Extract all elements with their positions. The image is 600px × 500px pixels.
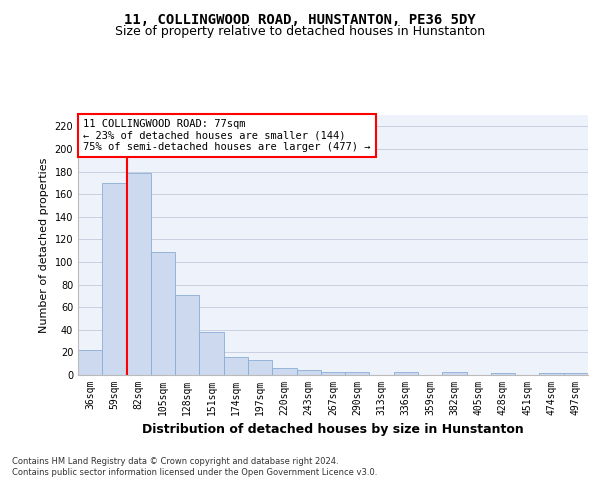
Bar xyxy=(248,360,272,375)
Bar xyxy=(442,372,467,375)
Text: Contains HM Land Registry data © Crown copyright and database right 2024.
Contai: Contains HM Land Registry data © Crown c… xyxy=(12,458,377,477)
Y-axis label: Number of detached properties: Number of detached properties xyxy=(39,158,49,332)
Bar xyxy=(199,332,224,375)
Bar xyxy=(564,372,588,375)
Bar xyxy=(321,372,345,375)
Text: Size of property relative to detached houses in Hunstanton: Size of property relative to detached ho… xyxy=(115,25,485,38)
Bar xyxy=(539,372,564,375)
Text: 11 COLLINGWOOD ROAD: 77sqm
← 23% of detached houses are smaller (144)
75% of sem: 11 COLLINGWOOD ROAD: 77sqm ← 23% of deta… xyxy=(83,119,371,152)
Bar xyxy=(78,350,102,375)
Bar xyxy=(127,172,151,375)
Text: 11, COLLINGWOOD ROAD, HUNSTANTON, PE36 5DY: 11, COLLINGWOOD ROAD, HUNSTANTON, PE36 5… xyxy=(124,12,476,26)
Bar xyxy=(102,183,127,375)
Bar xyxy=(151,252,175,375)
Bar xyxy=(394,372,418,375)
Bar xyxy=(175,294,199,375)
Bar xyxy=(296,370,321,375)
Text: Distribution of detached houses by size in Hunstanton: Distribution of detached houses by size … xyxy=(142,422,524,436)
Bar xyxy=(272,368,296,375)
Bar xyxy=(345,372,370,375)
Bar xyxy=(224,357,248,375)
Bar xyxy=(491,372,515,375)
